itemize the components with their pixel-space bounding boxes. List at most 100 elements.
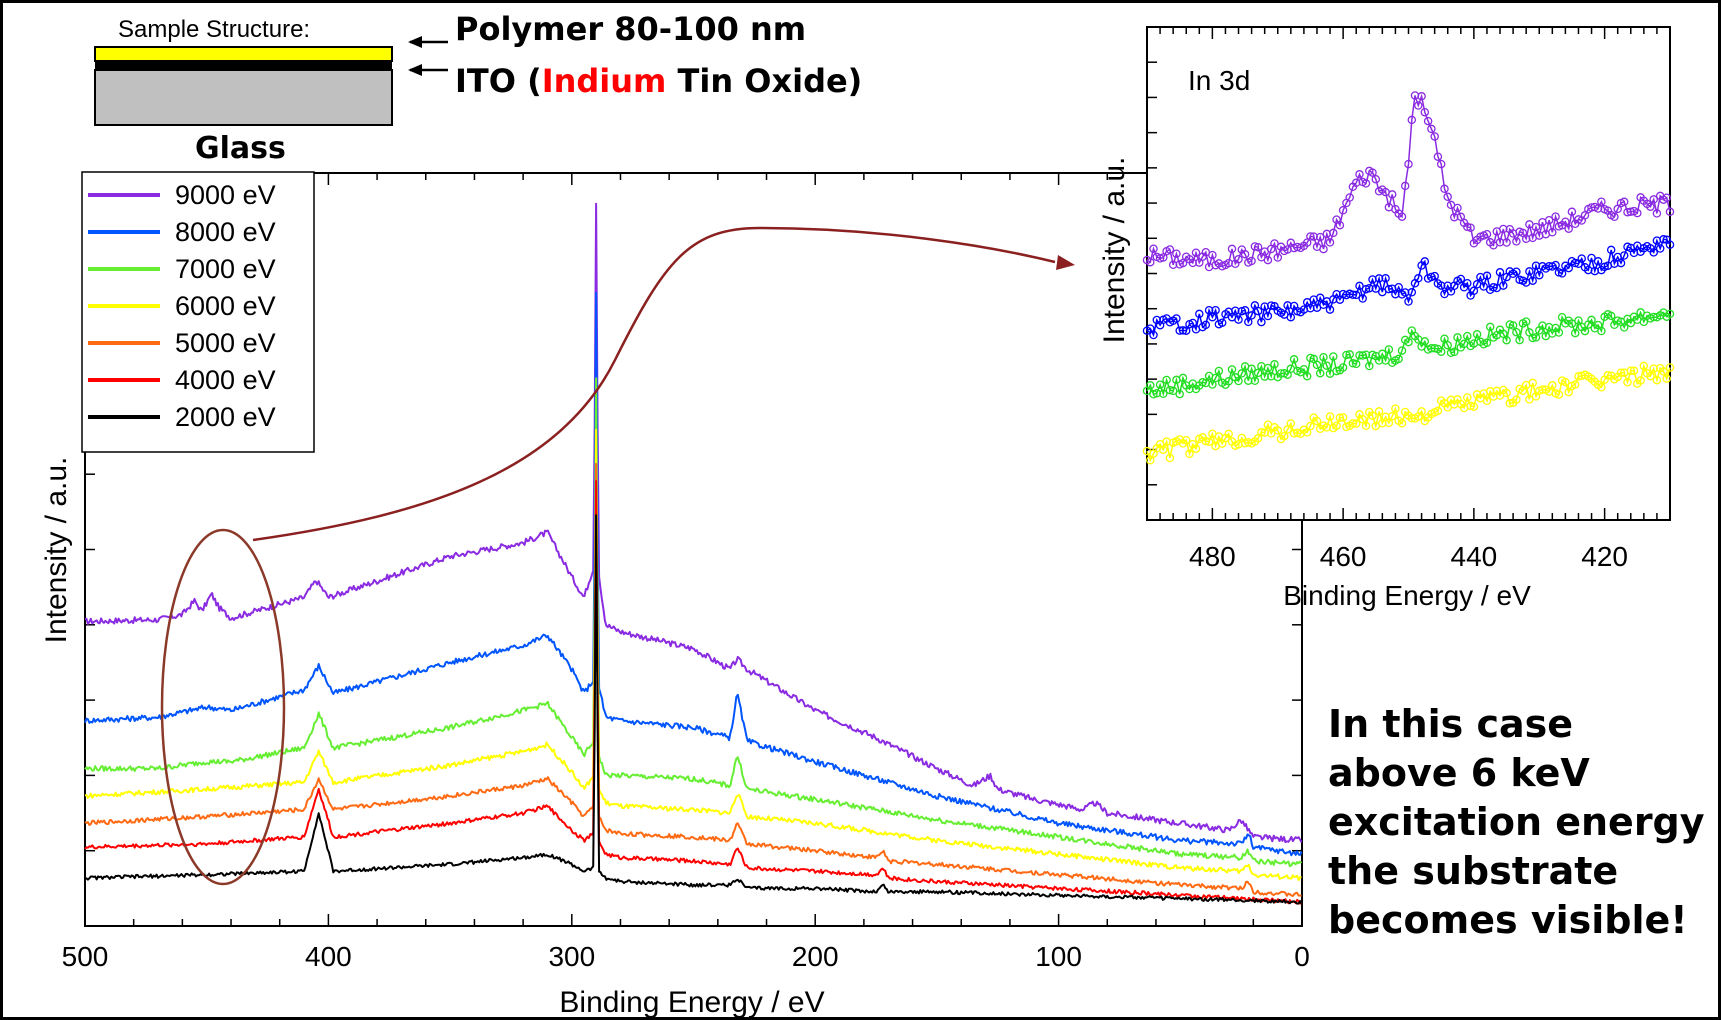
main-series-line-6000-ev [84,428,1302,882]
inset-point [1570,380,1580,389]
main-x-tick-label: 100 [1035,941,1082,972]
inset-point [1211,373,1220,383]
inset-point [1149,330,1158,340]
inset-point [1146,324,1155,333]
inset-point [1146,381,1155,390]
inset-point [1263,255,1273,265]
inset-point [1335,220,1345,230]
inset-point [1358,351,1367,360]
inset-point [1440,334,1449,343]
inset-point [1570,258,1580,268]
inset-point [1512,267,1521,276]
main-series-line-5000-ev [84,462,1302,897]
inset-point [1463,278,1472,288]
inset-point [1427,344,1436,353]
inset-point [1649,364,1658,373]
inset-x-tick-labels: 480 460 440 420 [1189,541,1628,572]
sample-structure: Sample Structure: Glass Polymer 80-100 n… [94,10,862,166]
inset-point [1257,428,1266,437]
inset-point [1489,283,1498,292]
inset-point [1325,412,1335,421]
inset-point [1172,314,1181,323]
inset-point [1384,418,1394,428]
inset-point [1175,326,1184,335]
inset-point [1466,401,1475,411]
inset-point [1469,402,1479,411]
inset-point [1191,248,1201,257]
polymer-label: Polymer 80-100 nm [455,10,806,48]
inset-point [1597,383,1606,392]
inset-point [1348,290,1358,300]
inset-point [1178,373,1188,383]
annotation-line-2: above 6 keV [1328,751,1590,795]
inset-point [1325,305,1335,314]
inset-point [1450,212,1459,222]
inset-point [1453,333,1462,342]
inset-point [1414,274,1423,283]
inset-point [1639,361,1649,371]
inset-point [1263,363,1273,373]
inset-point [1315,232,1325,242]
inset-point [1325,238,1335,247]
inset-point [1433,152,1443,161]
inset-series-8000-ev [1142,235,1675,340]
inset-point [1178,326,1188,335]
inset-point [1240,306,1250,315]
inset-point [1515,335,1524,345]
inset-point [1482,396,1492,406]
inset-point [1322,423,1332,432]
inset-point [1315,368,1325,378]
legend: 9000 eV 8000 eV 7000 eV 6000 eV 5000 eV 4000 … [81,171,315,453]
inset-point [1551,212,1560,221]
inset-point [1250,242,1260,251]
inset-point [1636,308,1645,317]
legend-label: 4000 eV [175,365,276,395]
inset-point [1512,237,1521,246]
inset-point [1626,366,1636,375]
inset-point [1201,320,1211,330]
legend-label: 5000 eV [175,328,276,358]
inset-point [1188,258,1198,268]
inset-point [1234,315,1243,324]
inset-point [1616,368,1626,377]
inset-point [1508,321,1518,330]
inset-point [1606,245,1616,255]
inset-point [1181,435,1191,445]
inset-axis-ticks [1146,26,1671,521]
inset-point [1551,260,1560,270]
inset-point [1280,431,1289,441]
inset-point [1204,437,1214,446]
inset-point [1208,250,1217,260]
inset-point [1502,388,1511,398]
inset-point [1427,272,1436,282]
inset-point [1662,374,1671,383]
inset-point [1165,245,1175,254]
inset-point [1430,343,1439,353]
inset-point [1616,258,1626,268]
inset-point [1374,356,1384,365]
inset-point [1574,316,1583,325]
inset-point [1355,170,1364,179]
inset-point [1371,284,1381,293]
inset-point [1453,203,1462,213]
inset-point [1283,301,1292,310]
inset-point [1159,445,1168,454]
inset-point [1554,390,1564,399]
inset-point [1198,378,1207,387]
inset-point [1270,360,1279,369]
glass-layer [94,69,393,126]
inset-point [1636,376,1645,385]
inset-point [1365,283,1374,293]
inset-point [1338,363,1348,372]
inset-point [1368,411,1377,420]
main-x-tick-label: 200 [792,941,839,972]
inset-point [1306,421,1315,431]
inset-point [1570,328,1580,338]
inset-point [1335,413,1345,423]
inset-point [1247,311,1256,320]
inset-point [1302,371,1312,381]
inset-point [1338,206,1348,215]
inset-point [1400,181,1410,191]
inset-x-tick-label: 460 [1320,541,1367,572]
